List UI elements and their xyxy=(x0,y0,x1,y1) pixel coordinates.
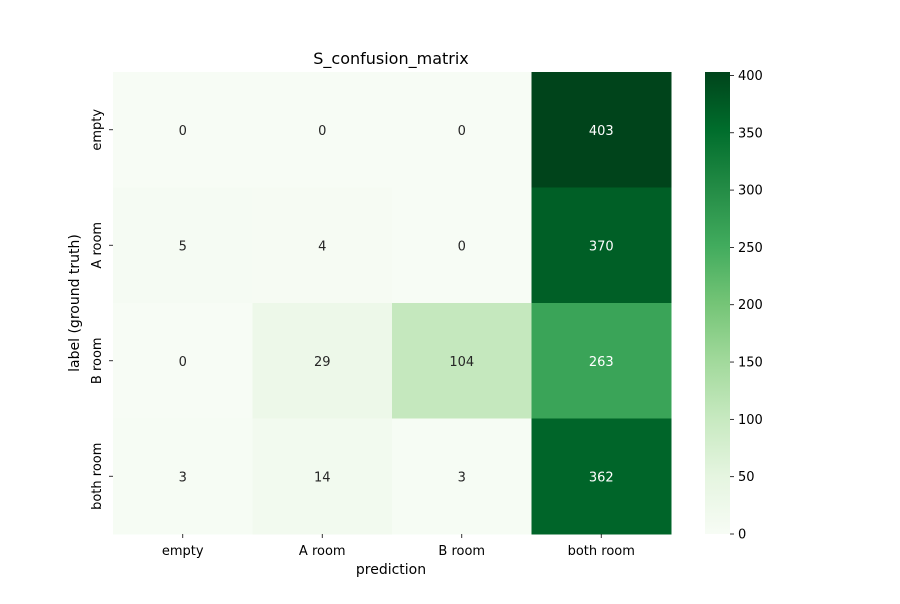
cell-value-label: 3 xyxy=(458,470,466,485)
colorbar-tick-label: 150 xyxy=(738,356,763,371)
cell-value-label: 0 xyxy=(179,124,187,139)
colorbar-tick-label: 350 xyxy=(738,126,763,141)
heatmap-cell xyxy=(531,418,672,535)
heatmap-cell xyxy=(392,303,532,419)
y-tick-label: B room xyxy=(90,337,105,384)
heatmap-cell xyxy=(252,303,393,419)
heatmap-cell xyxy=(531,187,672,304)
cell-value-label: 104 xyxy=(449,355,474,370)
cell-value-label: 0 xyxy=(458,239,466,254)
heatmap-cell xyxy=(252,418,393,535)
cell-value-label: 5 xyxy=(179,239,187,254)
y-tick-label: A room xyxy=(90,222,105,269)
x-axis-label: prediction xyxy=(356,562,426,578)
y-axis-label: label (ground truth) xyxy=(67,234,83,372)
heatmap-cells xyxy=(113,72,672,535)
cell-value-label: 0 xyxy=(179,355,187,370)
heatmap-cell xyxy=(531,72,672,188)
colorbar-tick-label: 50 xyxy=(738,470,755,485)
heatmap-cell xyxy=(531,303,672,419)
y-axis-ticks: empty A room B room both room xyxy=(90,109,113,510)
cell-value-label: 14 xyxy=(314,470,331,485)
cell-value-label: 403 xyxy=(589,124,614,139)
cell-value-label: 263 xyxy=(589,355,614,370)
cell-annotations: 0 0 0 403 5 4 0 370 0 29 104 263 3 14 3 362 xyxy=(179,124,614,486)
colorbar-tick-label: 250 xyxy=(738,241,763,256)
cell-value-label: 0 xyxy=(318,124,326,139)
cell-value-label: 3 xyxy=(179,470,187,485)
heatmap-cell xyxy=(113,303,253,419)
heatmap-cell xyxy=(113,72,253,188)
x-tick-label: B room xyxy=(438,544,485,559)
x-axis-ticks: empty A room B room both room xyxy=(162,534,635,559)
colorbar-gradient xyxy=(705,72,730,534)
chart-title: S_confusion_matrix xyxy=(313,49,469,69)
cell-value-label: 362 xyxy=(589,470,614,485)
colorbar-tick-label: 300 xyxy=(738,184,763,199)
heatmap-cell xyxy=(392,72,532,188)
heatmap-cell xyxy=(392,418,532,535)
cell-value-label: 370 xyxy=(589,239,614,254)
x-tick-label: both room xyxy=(568,544,635,559)
heatmap-cell xyxy=(113,187,253,304)
cell-value-label: 29 xyxy=(314,355,331,370)
cell-value-label: 0 xyxy=(458,124,466,139)
x-tick-label: empty xyxy=(162,544,204,559)
heatmap-cell xyxy=(392,187,532,304)
colorbar-tick-label: 100 xyxy=(738,413,763,428)
heatmap-cell xyxy=(252,187,393,304)
y-tick-label: both room xyxy=(90,443,105,510)
colorbar-tick-label: 200 xyxy=(738,298,763,313)
x-tick-label: A room xyxy=(299,544,346,559)
colorbar-tick-label: 400 xyxy=(738,69,763,84)
colorbar-tick-label: 0 xyxy=(738,528,746,543)
cell-value-label: 4 xyxy=(318,239,326,254)
heatmap-cell xyxy=(113,418,253,535)
heatmap-cell xyxy=(252,72,393,188)
y-tick-label: empty xyxy=(90,109,105,151)
colorbar: 0 50 100 150 200 250 300 350 400 xyxy=(705,69,763,543)
